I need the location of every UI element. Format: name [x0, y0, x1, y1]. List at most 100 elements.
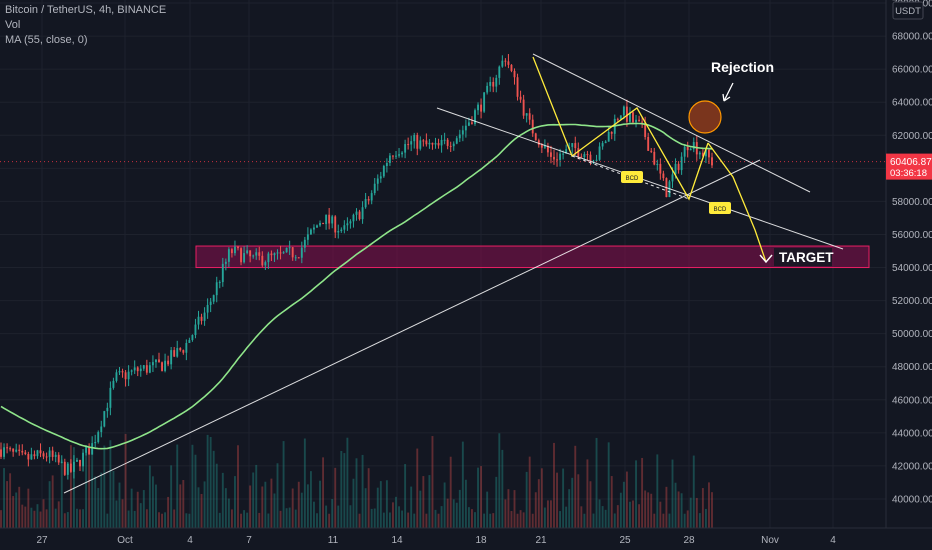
- candle-body: [531, 119, 534, 134]
- candle-body: [583, 154, 586, 158]
- volume-bar: [66, 512, 69, 528]
- candle-body: [686, 146, 689, 151]
- candle-body: [103, 411, 106, 427]
- volume-bar: [613, 513, 616, 528]
- candle-body: [170, 350, 173, 365]
- volume-bar: [455, 502, 458, 528]
- volume-bar: [580, 506, 583, 528]
- volume-legend[interactable]: Vol: [5, 19, 21, 31]
- volume-bar: [51, 475, 54, 528]
- candle-body: [33, 454, 36, 457]
- volume-bar: [100, 472, 103, 528]
- candle-body: [428, 142, 431, 145]
- volume-bar: [647, 492, 650, 528]
- volume-bar: [358, 513, 361, 528]
- pattern-label-a-bg: [621, 171, 643, 183]
- volume-bar: [595, 437, 598, 528]
- volume-bar: [221, 472, 224, 528]
- volume-bar: [21, 504, 24, 528]
- candle-body: [167, 360, 170, 365]
- candle-body: [492, 81, 495, 87]
- volume-bar: [27, 488, 30, 528]
- volume-bar: [659, 501, 662, 528]
- volume-bar: [6, 481, 9, 528]
- price-tick-label: 44000.00: [892, 428, 932, 439]
- candle-body: [148, 365, 151, 373]
- candle-body: [373, 183, 376, 194]
- volume-bar: [404, 464, 407, 528]
- volume-bar: [461, 441, 464, 528]
- volume-bar: [550, 500, 552, 528]
- candle-body: [370, 193, 373, 201]
- candle-body: [118, 371, 121, 373]
- candle-body: [94, 442, 97, 444]
- volume-bar: [94, 476, 97, 528]
- candle-body: [133, 367, 136, 371]
- candle-body: [480, 104, 483, 112]
- volume-bar: [15, 492, 18, 528]
- volume-bar: [170, 465, 173, 528]
- volume-bar: [82, 509, 84, 528]
- volume-bar: [33, 510, 36, 528]
- volume-bar: [635, 460, 637, 528]
- candle-body: [182, 350, 185, 353]
- volume-bar: [571, 477, 574, 528]
- candle-body: [313, 227, 315, 230]
- candle-body: [486, 85, 489, 93]
- volume-bar: [151, 476, 154, 528]
- volume-bar: [507, 489, 510, 528]
- candle-body: [455, 138, 458, 144]
- candle-body: [91, 443, 94, 455]
- candle-body: [474, 110, 476, 124]
- ma-legend[interactable]: MA (55, close, 0): [5, 34, 88, 46]
- volume-bar: [194, 454, 197, 528]
- candle-body: [638, 119, 641, 122]
- candle-body: [416, 135, 419, 149]
- volume-bar: [370, 508, 373, 528]
- volume-bar: [701, 488, 704, 528]
- candle-body: [616, 118, 619, 120]
- candle-body: [288, 247, 291, 249]
- volume-bar: [546, 500, 549, 528]
- candle-body: [316, 225, 318, 228]
- candle-body: [522, 99, 525, 116]
- volume-bar: [118, 482, 121, 528]
- time-tick-label: 21: [535, 535, 547, 546]
- volume-bar: [133, 510, 136, 528]
- volume-bar: [218, 512, 221, 528]
- candle-body: [635, 119, 637, 123]
- volume-bar: [355, 458, 358, 528]
- volume-bar: [556, 472, 558, 528]
- volume-bar: [349, 505, 352, 528]
- volume-bar: [401, 510, 404, 528]
- time-axis[interactable]: 27 Oct 4 7 11 14 18 21 25 28 Nov 4: [0, 527, 932, 546]
- candle-body: [72, 461, 75, 472]
- candle-body: [106, 407, 109, 412]
- support-trendline: [63, 159, 761, 494]
- volume-bar: [261, 486, 264, 528]
- volume-bar: [516, 513, 519, 528]
- volume-bar: [695, 497, 698, 528]
- candle-body: [601, 143, 604, 147]
- candle-body: [63, 461, 66, 475]
- candle-body: [179, 348, 182, 351]
- time-tick-label: 14: [391, 535, 403, 546]
- volume-bar: [559, 511, 562, 528]
- volume-bar: [240, 513, 242, 528]
- candle-body: [88, 446, 91, 455]
- price-tick-label: 50000.00: [892, 329, 932, 340]
- price-tick-label: 56000.00: [892, 230, 932, 241]
- candle-body: [677, 163, 680, 171]
- price-axis[interactable]: 40000.00 42000.00 44000.00 46000.00 48000.00…: [885, 0, 932, 528]
- volume-bar: [644, 490, 647, 528]
- volume-bar: [428, 475, 431, 528]
- candle-body: [252, 255, 255, 257]
- symbol-title[interactable]: Bitcoin / TetherUS, 4h, BINANCE: [5, 4, 167, 16]
- rejection-arrow: [722, 82, 734, 102]
- volume-bar: [0, 510, 2, 528]
- volume-bar: [410, 486, 413, 528]
- volume-bar: [689, 497, 692, 528]
- volume-bar: [297, 481, 300, 528]
